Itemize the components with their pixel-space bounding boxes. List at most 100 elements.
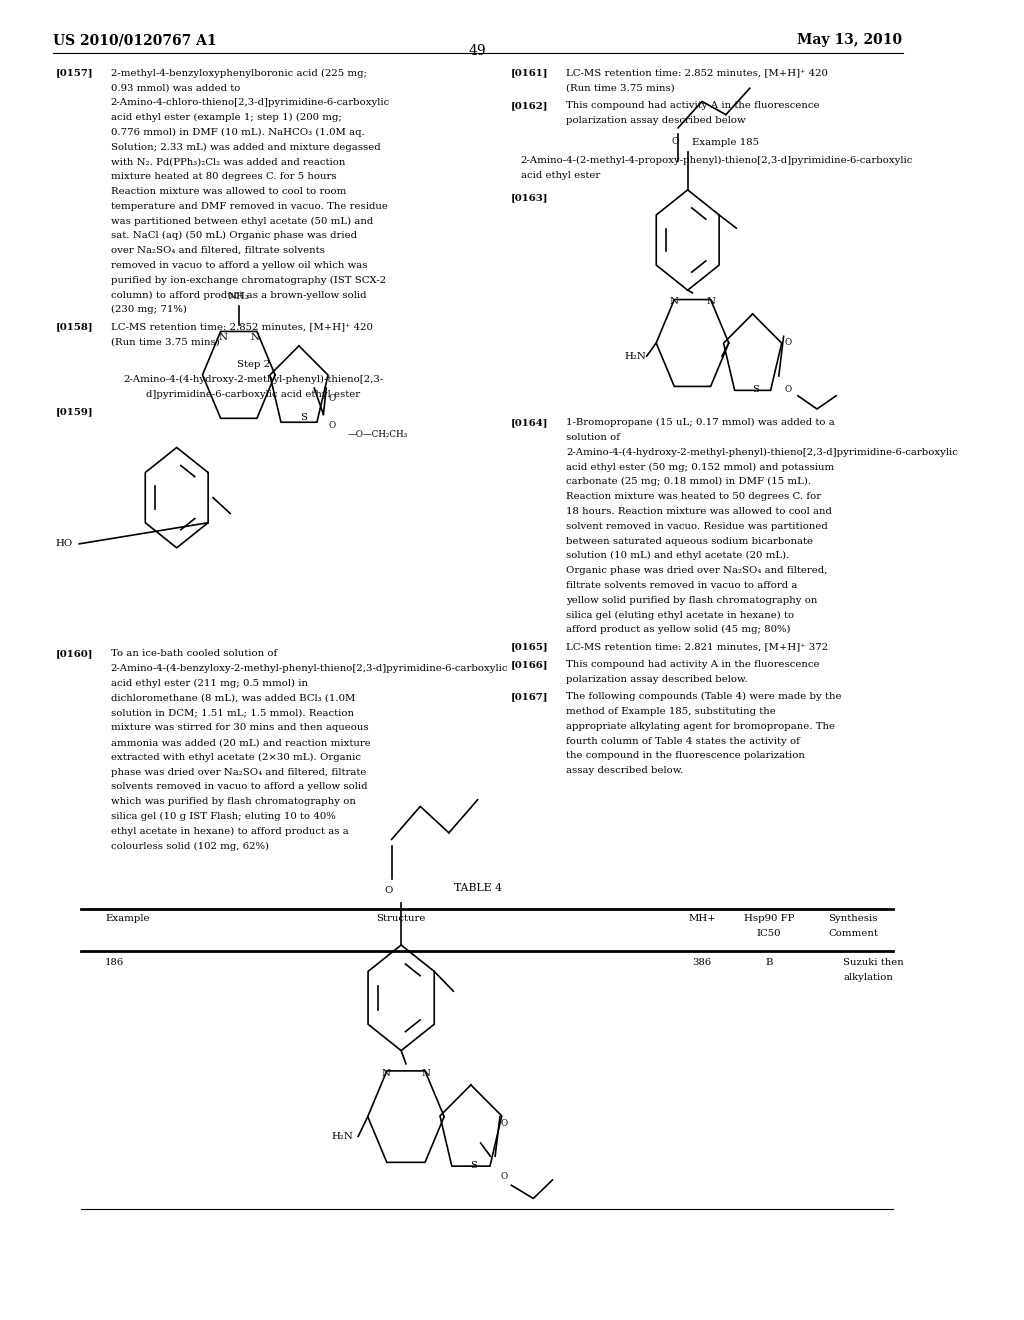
- Text: TABLE 4: TABLE 4: [454, 883, 502, 892]
- Text: N: N: [382, 1069, 390, 1078]
- Text: O: O: [672, 136, 679, 145]
- Text: mixture heated at 80 degrees C. for 5 hours: mixture heated at 80 degrees C. for 5 ho…: [111, 172, 337, 181]
- Text: IC50: IC50: [757, 929, 781, 937]
- Text: H₂N: H₂N: [625, 351, 646, 360]
- Text: N: N: [251, 334, 259, 342]
- Text: was partitioned between ethyl acetate (50 mL) and: was partitioned between ethyl acetate (5…: [111, 216, 373, 226]
- Text: 186: 186: [105, 958, 124, 968]
- Text: Example 185: Example 185: [692, 139, 760, 148]
- Text: S: S: [300, 413, 307, 422]
- Text: which was purified by flash chromatography on: which was purified by flash chromatograp…: [111, 797, 355, 807]
- Text: solvent removed in vacuo. Residue was partitioned: solvent removed in vacuo. Residue was pa…: [566, 521, 828, 531]
- Text: extracted with ethyl acetate (2×30 mL). Organic: extracted with ethyl acetate (2×30 mL). …: [111, 752, 360, 762]
- Text: phase was dried over Na₂SO₄ and filtered, filtrate: phase was dried over Na₂SO₄ and filtered…: [111, 768, 367, 776]
- Text: fourth column of Table 4 states the activity of: fourth column of Table 4 states the acti…: [566, 737, 801, 746]
- Text: O: O: [500, 1172, 507, 1180]
- Text: d]pyrimidine-6-carboxylic acid ethyl ester: d]pyrimidine-6-carboxylic acid ethyl est…: [146, 389, 360, 399]
- Text: solvents removed in vacuo to afford a yellow solid: solvents removed in vacuo to afford a ye…: [111, 783, 368, 792]
- Text: yellow solid purified by flash chromatography on: yellow solid purified by flash chromatog…: [566, 595, 818, 605]
- Text: over Na₂SO₄ and filtered, filtrate solvents: over Na₂SO₄ and filtered, filtrate solve…: [111, 246, 325, 255]
- Text: purified by ion-exchange chromatography (IST SCX-2: purified by ion-exchange chromatography …: [111, 276, 386, 285]
- Text: 2-Amino-4-(2-methyl-4-propoxy-phenyl)-thieno[2,3-d]pyrimidine-6-carboxylic: 2-Amino-4-(2-methyl-4-propoxy-phenyl)-th…: [520, 156, 913, 165]
- Text: This compound had activity A in the fluorescence: This compound had activity A in the fluo…: [566, 100, 820, 110]
- Text: Synthesis: Synthesis: [828, 913, 878, 923]
- Text: Comment: Comment: [828, 929, 878, 937]
- Text: ethyl acetate in hexane) to afford product as a: ethyl acetate in hexane) to afford produ…: [111, 826, 348, 836]
- Text: MH+: MH+: [688, 913, 716, 923]
- Text: Solution; 2.33 mL) was added and mixture degassed: Solution; 2.33 mL) was added and mixture…: [111, 143, 381, 152]
- Text: Reaction mixture was heated to 50 degrees C. for: Reaction mixture was heated to 50 degree…: [566, 492, 821, 502]
- Text: alkylation: alkylation: [844, 973, 893, 982]
- Text: acid ethyl ester (211 mg; 0.5 mmol) in: acid ethyl ester (211 mg; 0.5 mmol) in: [111, 678, 308, 688]
- Text: O: O: [328, 395, 335, 403]
- Text: 0.93 mmol) was added to: 0.93 mmol) was added to: [111, 83, 241, 92]
- Text: —O—CH₂CH₃: —O—CH₂CH₃: [347, 430, 408, 438]
- Text: 2-Amino-4-(4-hydroxy-2-methyl-phenyl)-thieno[2,3-: 2-Amino-4-(4-hydroxy-2-methyl-phenyl)-th…: [123, 375, 383, 384]
- Text: silica gel (eluting ethyl acetate in hexane) to: silica gel (eluting ethyl acetate in hex…: [566, 610, 795, 619]
- Text: May 13, 2010: May 13, 2010: [798, 33, 902, 48]
- Text: HO: HO: [55, 540, 73, 548]
- Text: Hsp90 FP: Hsp90 FP: [743, 913, 794, 923]
- Text: 1-Bromopropane (15 uL; 0.17 mmol) was added to a: 1-Bromopropane (15 uL; 0.17 mmol) was ad…: [566, 418, 836, 428]
- Text: Suzuki then: Suzuki then: [844, 958, 904, 968]
- Text: ammonia was added (20 mL) and reaction mixture: ammonia was added (20 mL) and reaction m…: [111, 738, 371, 747]
- Text: silica gel (10 g IST Flash; eluting 10 to 40%: silica gel (10 g IST Flash; eluting 10 t…: [111, 812, 336, 821]
- Text: 0.776 mmol) in DMF (10 mL). NaHCO₃ (1.0M aq.: 0.776 mmol) in DMF (10 mL). NaHCO₃ (1.0M…: [111, 128, 365, 137]
- Text: temperature and DMF removed in vacuo. The residue: temperature and DMF removed in vacuo. Th…: [111, 202, 388, 211]
- Text: [0163]: [0163]: [511, 193, 549, 202]
- Text: H₂N: H₂N: [332, 1133, 353, 1140]
- Text: appropriate alkylating agent for bromopropane. The: appropriate alkylating agent for bromopr…: [566, 722, 836, 731]
- Text: the compound in the fluorescence polarization: the compound in the fluorescence polariz…: [566, 751, 805, 760]
- Text: 2-methyl-4-benzyloxyphenylboronic acid (225 mg;: 2-methyl-4-benzyloxyphenylboronic acid (…: [111, 69, 367, 78]
- Text: [0167]: [0167]: [511, 692, 549, 701]
- Text: between saturated aqueous sodium bicarbonate: between saturated aqueous sodium bicarbo…: [566, 536, 813, 545]
- Text: solution in DCM; 1.51 mL; 1.5 mmol). Reaction: solution in DCM; 1.51 mL; 1.5 mmol). Rea…: [111, 709, 354, 718]
- Text: To an ice-bath cooled solution of: To an ice-bath cooled solution of: [111, 649, 278, 659]
- Text: LC-MS retention time: 2.821 minutes, [M+H]⁺ 372: LC-MS retention time: 2.821 minutes, [M+…: [566, 643, 828, 652]
- Text: Structure: Structure: [377, 913, 426, 923]
- Text: acid ethyl ester: acid ethyl ester: [520, 170, 600, 180]
- Text: Organic phase was dried over Na₂SO₄ and filtered,: Organic phase was dried over Na₂SO₄ and …: [566, 566, 827, 576]
- Text: O: O: [784, 338, 792, 347]
- Text: dichloromethane (8 mL), was added BCl₃ (1.0M: dichloromethane (8 mL), was added BCl₃ (…: [111, 694, 355, 702]
- Text: S: S: [470, 1162, 477, 1171]
- Text: Reaction mixture was allowed to cool to room: Reaction mixture was allowed to cool to …: [111, 187, 346, 195]
- Text: 49: 49: [469, 44, 486, 58]
- Text: [0161]: [0161]: [511, 69, 549, 78]
- Text: [0158]: [0158]: [55, 322, 93, 331]
- Text: 18 hours. Reaction mixture was allowed to cool and: 18 hours. Reaction mixture was allowed t…: [566, 507, 833, 516]
- Text: Step 2: Step 2: [237, 360, 269, 370]
- Text: polarization assay described below.: polarization assay described below.: [566, 675, 748, 684]
- Text: 2-Amino-4-(4-benzyloxy-2-methyl-phenyl-thieno[2,3-d]pyrimidine-6-carboxylic: 2-Amino-4-(4-benzyloxy-2-methyl-phenyl-t…: [111, 664, 508, 673]
- Text: LC-MS retention time: 2.852 minutes, [M+H]⁺ 420: LC-MS retention time: 2.852 minutes, [M+…: [566, 69, 828, 78]
- Text: US 2010/0120767 A1: US 2010/0120767 A1: [52, 33, 216, 48]
- Text: O: O: [784, 384, 792, 393]
- Text: 2-Amino-4-(4-hydroxy-2-methyl-phenyl)-thieno[2,3-d]pyrimidine-6-carboxylic: 2-Amino-4-(4-hydroxy-2-methyl-phenyl)-th…: [566, 447, 958, 457]
- Text: The following compounds (Table 4) were made by the: The following compounds (Table 4) were m…: [566, 692, 842, 701]
- Text: 386: 386: [692, 958, 712, 968]
- Text: (230 mg; 71%): (230 mg; 71%): [111, 305, 186, 314]
- Text: mixture was stirred for 30 mins and then aqueous: mixture was stirred for 30 mins and then…: [111, 723, 369, 733]
- Text: [0157]: [0157]: [55, 69, 93, 78]
- Text: [0166]: [0166]: [511, 660, 549, 669]
- Text: This compound had activity A in the fluorescence: This compound had activity A in the fluo…: [566, 660, 820, 669]
- Text: (Run time 3.75 mins): (Run time 3.75 mins): [111, 338, 219, 346]
- Text: [0165]: [0165]: [511, 643, 549, 652]
- Text: O: O: [328, 421, 335, 429]
- Text: removed in vacuo to afford a yellow oil which was: removed in vacuo to afford a yellow oil …: [111, 261, 368, 269]
- Text: N: N: [669, 297, 678, 306]
- Text: colourless solid (102 mg, 62%): colourless solid (102 mg, 62%): [111, 842, 268, 851]
- Text: [0160]: [0160]: [55, 649, 93, 659]
- Text: LC-MS retention time: 2.852 minutes, [M+H]⁺ 420: LC-MS retention time: 2.852 minutes, [M+…: [111, 322, 373, 331]
- Text: O: O: [500, 1119, 507, 1127]
- Text: B: B: [765, 958, 772, 968]
- Text: O: O: [385, 886, 393, 895]
- Text: NH₂: NH₂: [228, 292, 250, 301]
- Text: solution of: solution of: [566, 433, 621, 442]
- Text: column) to afford product as a brown-yellow solid: column) to afford product as a brown-yel…: [111, 290, 367, 300]
- Text: afford product as yellow solid (45 mg; 80%): afford product as yellow solid (45 mg; 8…: [566, 626, 791, 635]
- Text: carbonate (25 mg; 0.18 mmol) in DMF (15 mL).: carbonate (25 mg; 0.18 mmol) in DMF (15 …: [566, 478, 811, 487]
- Text: polarization assay described below: polarization assay described below: [566, 116, 746, 124]
- Text: 2-Amino-4-chloro-thieno[2,3-d]pyrimidine-6-carboxylic: 2-Amino-4-chloro-thieno[2,3-d]pyrimidine…: [111, 98, 390, 107]
- Text: N: N: [218, 334, 227, 342]
